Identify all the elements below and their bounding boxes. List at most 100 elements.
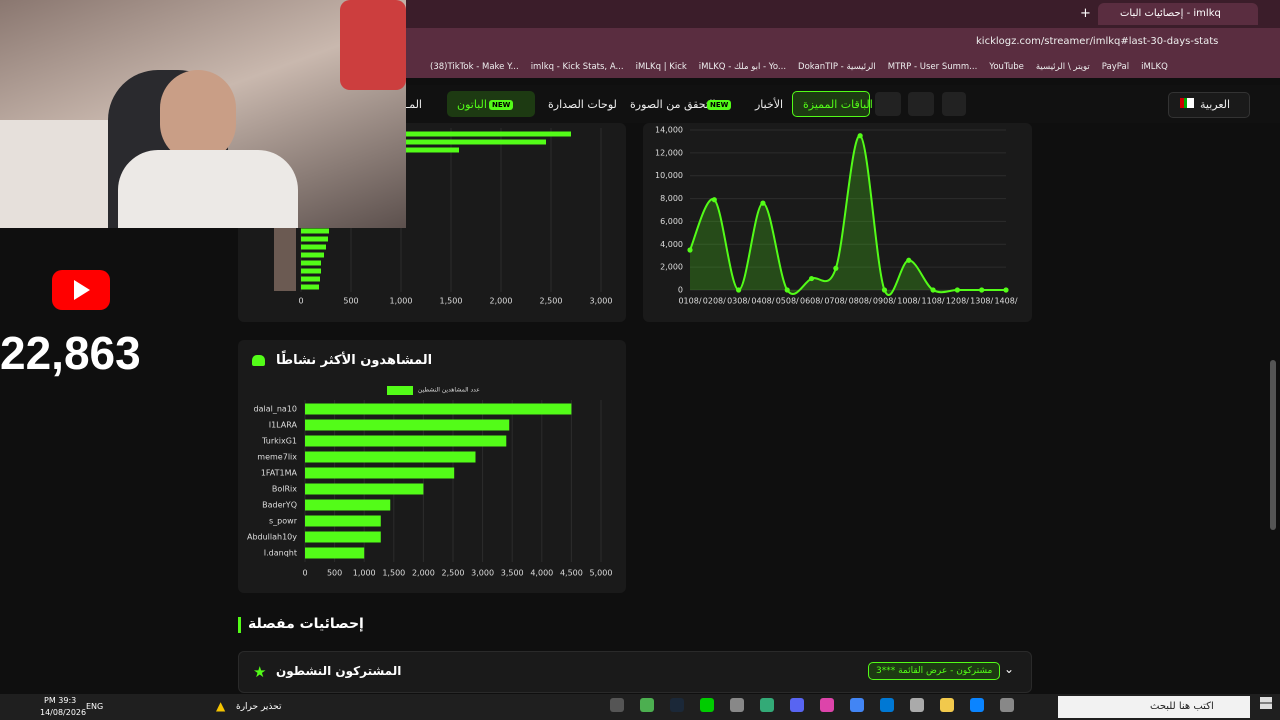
input-language[interactable]: ENG bbox=[86, 702, 104, 711]
nav-item[interactable]: الباقات المميزة bbox=[803, 98, 873, 111]
point bbox=[808, 275, 815, 282]
bookmark[interactable]: DokanTIP - الرئيسية bbox=[798, 62, 876, 72]
card-title: المشتركون النشطون bbox=[276, 664, 402, 678]
app-icon[interactable] bbox=[640, 698, 654, 712]
legend-label: عدد المشاهدين النشطين bbox=[418, 387, 480, 394]
new-badge: NEW bbox=[707, 100, 732, 110]
x-tick-label: 0608/ bbox=[800, 297, 823, 306]
bookmark[interactable]: (38)TikTok - Make Y... bbox=[430, 62, 519, 72]
bookmarks-bar: (38)TikTok - Make Y... imlkq - Kick Stats… bbox=[406, 56, 1280, 78]
x-tick-label: 1408/ bbox=[994, 297, 1017, 306]
bar bbox=[301, 131, 571, 137]
new-badge: NEW bbox=[489, 100, 514, 110]
new-tab[interactable]: + bbox=[1080, 6, 1091, 21]
start-button[interactable] bbox=[1260, 697, 1272, 709]
point bbox=[760, 200, 766, 206]
app-icon[interactable] bbox=[880, 698, 894, 712]
bookmark[interactable]: iMLKQ bbox=[1141, 62, 1168, 72]
app-icon[interactable] bbox=[1000, 698, 1014, 712]
nav-item: الباتون bbox=[457, 98, 487, 111]
app-icon[interactable] bbox=[820, 698, 834, 712]
app-icon[interactable] bbox=[760, 698, 774, 712]
bookmark[interactable]: imlkq - Kick Stats, A... bbox=[530, 62, 624, 72]
login-button[interactable] bbox=[942, 92, 966, 116]
app-icon[interactable] bbox=[730, 698, 744, 712]
address-bar bbox=[406, 28, 1280, 56]
point bbox=[930, 287, 936, 293]
nav-item[interactable]: التحقق من الصورة bbox=[630, 98, 716, 111]
x-tick-label: 1,000 bbox=[390, 297, 413, 306]
nav-item[interactable]: الأخبار bbox=[755, 98, 784, 111]
tab[interactable] bbox=[1098, 3, 1258, 25]
premium-button[interactable] bbox=[792, 91, 870, 117]
warning-text[interactable]: تحذير حرارة bbox=[236, 702, 282, 712]
scrollbar[interactable] bbox=[1270, 360, 1276, 530]
avatar bbox=[274, 235, 296, 243]
app-icon[interactable] bbox=[610, 698, 624, 712]
x-tick-label: 1,000 bbox=[353, 569, 376, 578]
bar bbox=[305, 419, 510, 431]
legend-swatch bbox=[387, 386, 413, 395]
x-tick-label: 0908/ bbox=[873, 297, 896, 306]
point bbox=[687, 247, 693, 253]
subscribers-card bbox=[238, 651, 1032, 693]
app-icon[interactable] bbox=[790, 698, 804, 712]
bookmark[interactable]: iMLKQ - ابو ملك - Yo... bbox=[698, 62, 787, 72]
x-tick-label: 1,500 bbox=[382, 569, 405, 578]
clock-time: PM 39:3 bbox=[44, 696, 77, 705]
app-icon[interactable] bbox=[940, 698, 954, 712]
stats-button[interactable] bbox=[875, 92, 901, 116]
language-button[interactable] bbox=[1168, 92, 1250, 118]
y-tick-label: 1FAT1MA bbox=[261, 469, 298, 478]
nav-item[interactable]: المـ bbox=[406, 98, 422, 111]
bar bbox=[305, 531, 381, 543]
y-tick-label: 0 bbox=[678, 286, 683, 295]
x-tick-label: 1308/ bbox=[970, 297, 993, 306]
bar bbox=[301, 252, 324, 258]
y-tick-label: meme7lix bbox=[257, 453, 297, 462]
bar bbox=[305, 515, 381, 527]
bookmark[interactable]: YouTube bbox=[989, 62, 1024, 72]
bar bbox=[305, 435, 507, 447]
bar bbox=[305, 467, 455, 479]
bar bbox=[301, 284, 319, 290]
app-icon[interactable] bbox=[700, 698, 714, 712]
section-title: إحصائيات مفصلة bbox=[248, 616, 364, 632]
app-icon[interactable] bbox=[670, 698, 684, 712]
bar bbox=[301, 236, 328, 242]
app-icon[interactable] bbox=[850, 698, 864, 712]
bookmark[interactable]: iMLKq | Kick bbox=[635, 62, 687, 72]
app-icon[interactable] bbox=[910, 698, 924, 712]
search-placeholder: اكتب هنا للبحث bbox=[1150, 701, 1214, 712]
discord-button[interactable] bbox=[908, 92, 934, 116]
bookmark[interactable]: تويتر \ الرئيسية bbox=[1035, 62, 1090, 72]
subscribers-button[interactable]: مشتركون - عرض القائمة ***3 bbox=[868, 662, 1001, 680]
bookmark[interactable]: PayPal bbox=[1101, 62, 1130, 72]
y-tick-label: s_powr bbox=[269, 517, 298, 526]
avatar bbox=[274, 267, 296, 275]
point bbox=[736, 287, 742, 293]
bookmark[interactable]: MTRP - User Summ... bbox=[887, 62, 978, 72]
star-icon: ★ bbox=[253, 663, 267, 681]
search-box[interactable] bbox=[1058, 696, 1250, 718]
bar bbox=[305, 483, 424, 495]
bar bbox=[301, 260, 321, 266]
bar bbox=[305, 547, 365, 559]
x-tick-label: 0208/ bbox=[703, 297, 726, 306]
y-tick-label: BaderYQ bbox=[262, 501, 297, 510]
app-icon[interactable] bbox=[970, 698, 984, 712]
x-tick-label: 2,500 bbox=[540, 297, 563, 306]
bar bbox=[305, 451, 476, 463]
y-tick-label: 2,000 bbox=[660, 263, 683, 272]
x-tick-label: 0808/ bbox=[849, 297, 872, 306]
y-tick-label: TurkixG1 bbox=[261, 437, 297, 446]
x-tick-label: 0108/ bbox=[678, 297, 701, 306]
x-tick-label: 0708/ bbox=[824, 297, 847, 306]
expand-icon[interactable]: ⌄ bbox=[1004, 662, 1015, 676]
url[interactable]: kicklogz.com/streamer/imlkq#last-30-days… bbox=[976, 36, 1219, 47]
nav-item[interactable]: لوحات الصدارة bbox=[548, 98, 617, 111]
y-tick-label: I1LARA bbox=[269, 421, 298, 430]
y-tick-label: 14,000 bbox=[655, 126, 683, 135]
avatar bbox=[274, 227, 296, 235]
